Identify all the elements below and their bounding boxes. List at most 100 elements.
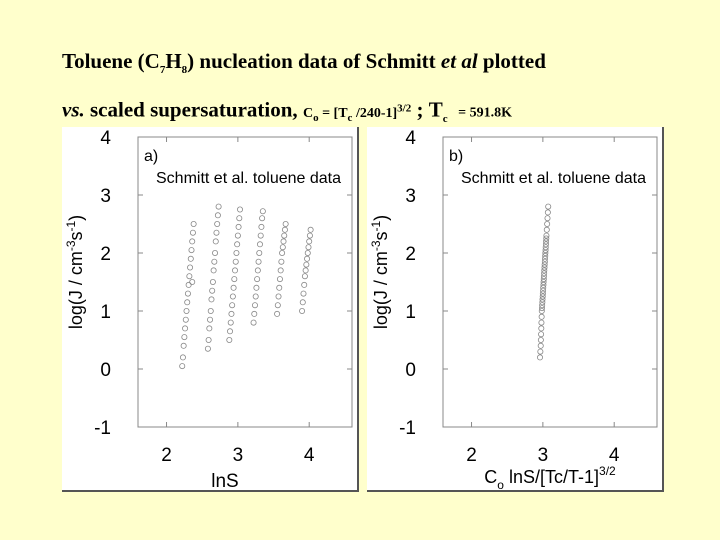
x-tick-label: 4	[609, 445, 620, 466]
data-point	[538, 313, 545, 320]
chart-a: -1 0 1 2 3 4 2 3 4 a) Schmitt et al. toluene data l…	[64, 128, 353, 492]
data-point	[258, 223, 265, 230]
data-point	[544, 209, 551, 216]
data-point	[252, 293, 259, 300]
data-point	[538, 325, 545, 332]
y-axis-label: log(J / cm-3s-1)	[64, 215, 86, 329]
data-point	[281, 232, 288, 239]
x-axis-label: Co lnS/[Tc/T-1]3/2	[484, 464, 616, 490]
data-point	[542, 241, 549, 248]
data-point	[537, 342, 544, 349]
data-point	[542, 250, 549, 257]
data-point	[205, 336, 212, 343]
data-point	[541, 258, 548, 265]
data-point	[275, 293, 282, 300]
c0-formula: Co = [Tc /240-1]3/2	[302, 102, 412, 124]
data-point	[235, 223, 242, 230]
y-tick-label: 4	[405, 128, 416, 149]
x-tick-label: 4	[304, 445, 315, 466]
data-point	[181, 334, 188, 341]
chart-title: Schmitt et al. toluene data	[461, 170, 646, 187]
y-tick-label: -1	[399, 418, 416, 439]
data-point	[543, 226, 550, 233]
data-point	[209, 278, 216, 285]
y-tick-label: 2	[405, 244, 416, 265]
data-point	[274, 302, 281, 309]
data-point	[538, 307, 545, 314]
data-point	[231, 276, 238, 283]
data-point	[182, 316, 189, 323]
data-point	[234, 241, 241, 248]
data-point	[236, 215, 243, 222]
data-point	[537, 336, 544, 343]
data-point	[189, 229, 196, 236]
data-point	[234, 232, 241, 239]
data-point	[537, 354, 544, 361]
data-point	[280, 238, 287, 245]
data-point	[543, 238, 550, 245]
data-point	[214, 221, 221, 228]
data-point	[207, 307, 214, 314]
data-point	[233, 250, 240, 257]
data-point	[229, 302, 236, 309]
data-point	[539, 302, 546, 309]
data-point	[209, 287, 216, 294]
data-point	[186, 273, 193, 280]
data-point	[187, 264, 194, 271]
title-italic: vs.	[62, 97, 85, 122]
data-point	[540, 276, 547, 283]
data-point	[277, 267, 284, 274]
data-point	[302, 267, 309, 274]
title-italic: et al	[440, 49, 478, 73]
data-point	[279, 244, 286, 251]
y-axis-label: log(J / cm-3s-1)	[369, 215, 391, 329]
data-point	[542, 244, 549, 251]
data-point	[299, 307, 306, 314]
data-point	[237, 206, 244, 213]
panel-label: b)	[449, 148, 463, 165]
data-point	[540, 273, 547, 280]
data-point	[226, 336, 233, 343]
data-point	[544, 215, 551, 222]
slide-title: Toluene (C7H8) nucleation data of Schmit…	[62, 42, 546, 138]
data-point	[541, 267, 548, 274]
data-point	[279, 250, 286, 257]
data-point	[544, 221, 551, 228]
y-tick-label: 0	[100, 360, 111, 381]
data-point	[542, 255, 549, 262]
data-point	[254, 276, 261, 283]
data-point	[229, 293, 236, 300]
data-point	[300, 290, 307, 297]
data-point	[543, 232, 550, 239]
data-point	[184, 290, 191, 297]
data-point	[537, 348, 544, 355]
data-point	[259, 208, 266, 215]
data-point	[301, 273, 308, 280]
data-point	[282, 221, 289, 228]
data-point	[204, 345, 211, 352]
data-point	[303, 261, 310, 268]
tc-sub: c	[442, 113, 448, 126]
data-point	[540, 284, 547, 291]
x-tick-label: 3	[233, 445, 244, 466]
title-sub: 7	[159, 64, 166, 77]
data-point	[257, 232, 264, 239]
data-point	[228, 310, 235, 317]
data-point	[539, 299, 546, 306]
data-point	[250, 319, 257, 326]
data-point	[255, 258, 262, 265]
title-separator: ;	[416, 97, 424, 122]
data-point	[190, 221, 197, 228]
data-point	[185, 281, 192, 288]
data-point	[182, 325, 189, 332]
chart-title: Schmitt et al. toluene data	[156, 170, 341, 187]
title-text: Toluene (C	[62, 49, 160, 73]
plot-frame	[442, 136, 658, 428]
data-point	[214, 212, 221, 219]
data-point	[189, 238, 196, 245]
data-point	[232, 258, 239, 265]
data-point	[541, 270, 548, 277]
data-point	[307, 226, 314, 233]
data-point	[207, 316, 214, 323]
y-tick-label: 3	[100, 186, 111, 207]
